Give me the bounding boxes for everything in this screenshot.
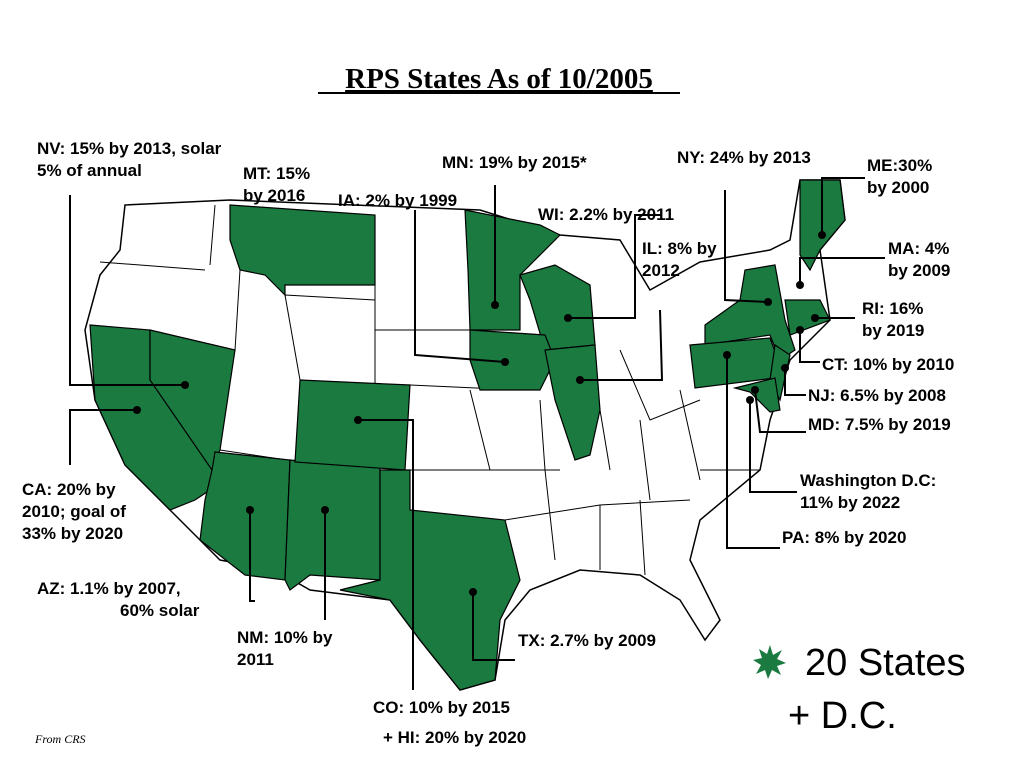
connectors <box>69 177 885 690</box>
source: From CRS <box>34 732 86 746</box>
state-label: NJ: 6.5% by 2008 <box>808 386 946 405</box>
state-label: Washington D.C: <box>800 471 936 490</box>
state-label: 2012 <box>642 261 680 280</box>
state-label: WI: 2.2% by 2011 <box>538 205 674 224</box>
state-label: IL: 8% by <box>642 239 717 258</box>
state-label: 60% solar <box>120 601 200 620</box>
state-mt <box>229 204 376 297</box>
state-label: MD: 7.5% by 2019 <box>808 415 951 434</box>
state-label: AZ: 1.1% by 2007, <box>37 579 181 598</box>
state-label: 11% by 2022 <box>800 493 900 512</box>
state-az <box>199 451 291 581</box>
state-label: MN: 19% by 2015* <box>442 153 587 172</box>
state-label: IA: 2% by 1999 <box>338 191 457 210</box>
state-label: 2011 <box>237 650 274 669</box>
state-il <box>544 344 601 461</box>
state-label: RI: 16% <box>862 299 923 318</box>
state-nm <box>284 459 381 591</box>
state-label: 33% by 2020 <box>22 524 123 543</box>
labels: NV: 15% by 2013, solar 5% of annual MT: 15… <box>22 139 954 747</box>
state-label: CT: 10% by 2010 <box>822 355 954 374</box>
state-label: CA: 20% by <box>22 480 116 499</box>
state-label: CO: 10% by 2015 <box>373 698 510 717</box>
state-label: + HI: 20% by 2020 <box>383 728 526 747</box>
state-mn <box>464 209 562 331</box>
state-label: ME:30% <box>867 156 932 175</box>
state-tx <box>339 469 521 691</box>
state-md <box>732 377 781 413</box>
state-label: by 2009 <box>888 261 950 280</box>
state-label: by 2000 <box>867 178 929 197</box>
state-label: 5% of annual <box>37 161 142 180</box>
state-label: PA: 8% by 2020 <box>782 528 906 547</box>
state-label: MA: 4% <box>888 239 949 258</box>
legend-star <box>753 645 786 679</box>
legend-text: + D.C. <box>788 695 897 737</box>
state-label: by 2016 <box>243 186 305 205</box>
dots <box>133 231 826 596</box>
state-label: NY: 24% by 2013 <box>677 148 811 167</box>
state-ne <box>784 299 831 336</box>
state-label: TX: 2.7% by 2009 <box>518 631 656 650</box>
legend-text: 20 States <box>805 642 966 684</box>
state-label: NV: 15% by 2013, solar <box>37 139 222 158</box>
state-label: 2010; goal of <box>22 502 126 521</box>
state-label: MT: 15% <box>243 164 310 183</box>
state-label: NM: 10% by <box>237 628 333 647</box>
us-map <box>84 179 846 691</box>
state-co <box>294 379 411 471</box>
state-label: by 2019 <box>862 321 924 340</box>
title: RPS States As of 10/2005 <box>345 63 653 95</box>
